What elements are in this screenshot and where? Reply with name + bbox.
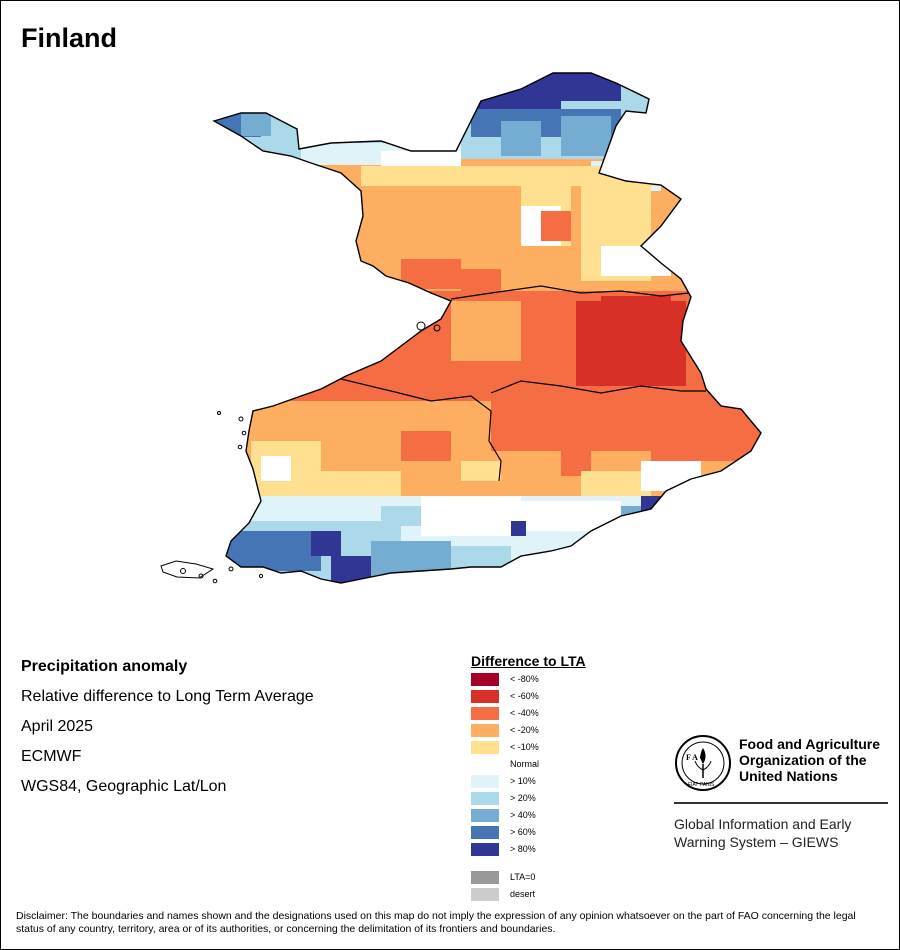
legend-swatch	[471, 758, 499, 771]
logo-divider	[674, 802, 888, 804]
legend-label: < -60%	[510, 691, 539, 701]
legend-swatch	[471, 690, 499, 703]
info-subtitle: Relative difference to Long Term Average	[21, 688, 314, 705]
legend-label: > 10%	[510, 776, 536, 786]
fao-logo-icon: F A O FIAT PANIS	[675, 735, 731, 791]
legend-label: < -10%	[510, 742, 539, 752]
legend-label: > 80%	[510, 844, 536, 854]
giews-name: Global Information and Early Warning Sys…	[674, 816, 852, 850]
legend-swatch	[471, 826, 499, 839]
legend-title: Difference to LTA	[471, 653, 586, 669]
legend-extra-swatch	[471, 888, 499, 901]
info-projection: WGS84, Geographic Lat/Lon	[21, 778, 227, 795]
legend-swatch	[471, 673, 499, 686]
legend-label: < -80%	[510, 674, 539, 684]
fao-organization-name: Food and Agriculture Organization of the…	[739, 736, 881, 784]
map-title: Finland	[21, 23, 117, 53]
legend-extra-label: LTA=0	[510, 872, 536, 882]
legend-swatch	[471, 707, 499, 720]
legend-label: > 60%	[510, 827, 536, 837]
legend-swatch	[471, 792, 499, 805]
disclaimer: Disclaimer: The boundaries and names sho…	[16, 910, 856, 935]
legend-label: < -40%	[510, 708, 539, 718]
precipitation-anomaly-map	[160, 72, 762, 584]
legend-extra-swatch	[471, 871, 499, 884]
legend-swatch	[471, 775, 499, 788]
legend-swatch	[471, 741, 499, 754]
info-source: ECMWF	[21, 748, 82, 765]
legend-label: Normal	[510, 759, 540, 769]
legend-swatch	[471, 843, 499, 856]
fao-letters: F A O	[686, 753, 706, 762]
legend-label: > 40%	[510, 810, 536, 820]
legend-label: < -20%	[510, 725, 539, 735]
info-heading: Precipitation anomaly	[21, 658, 188, 675]
legend-swatch	[471, 724, 499, 737]
legend-swatch	[471, 809, 499, 822]
info-period: April 2025	[21, 718, 94, 735]
legend-extra-label: desert	[510, 889, 536, 899]
fao-motto: FIAT PANIS	[688, 782, 715, 788]
legend-label: > 20%	[510, 793, 536, 803]
